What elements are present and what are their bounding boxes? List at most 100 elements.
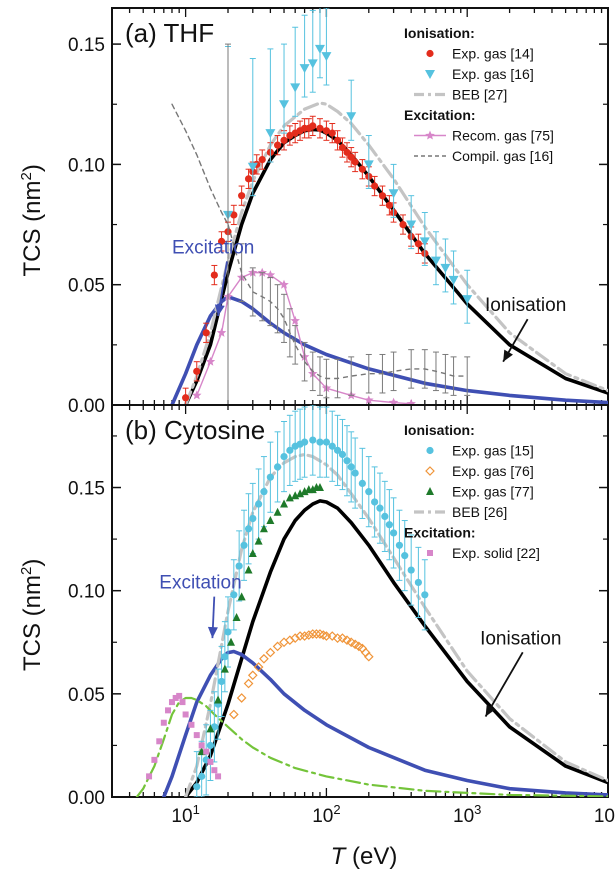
data-point xyxy=(406,398,416,405)
data-point xyxy=(358,165,366,173)
data-point xyxy=(440,263,451,273)
xtick-label: 101 xyxy=(171,802,199,827)
legend-label: Exp. gas [76] xyxy=(452,463,534,479)
data-point xyxy=(316,438,324,446)
data-point xyxy=(151,756,158,763)
legend-label: BEB [26] xyxy=(452,504,507,520)
ionisation-arrowhead xyxy=(485,704,496,717)
data-point xyxy=(462,295,473,305)
legend-marker xyxy=(425,130,435,140)
panel-b-legend: Ionisation: Exp. gas [15] Exp. gas [76] Exp… xyxy=(404,422,540,561)
legend-header: Excitation: xyxy=(404,107,476,123)
data-point xyxy=(220,664,229,673)
ytick-label: 0.15 xyxy=(68,35,105,56)
data-point xyxy=(280,452,288,461)
legend-label: Exp. gas [77] xyxy=(452,484,534,500)
data-point xyxy=(389,529,398,537)
series-excitation xyxy=(162,649,608,797)
annotation-excitation: Excitation xyxy=(172,237,254,258)
data-point xyxy=(146,773,153,780)
data-point xyxy=(254,536,263,545)
ytick-label: 0.00 xyxy=(68,788,105,809)
legend-label: Exp. gas [14] xyxy=(452,46,534,62)
data-point xyxy=(338,450,347,459)
panel-b-frame xyxy=(111,404,609,798)
data-point xyxy=(236,693,247,703)
data-point xyxy=(203,748,210,755)
data-point xyxy=(279,279,289,289)
data-point xyxy=(343,148,351,156)
data-point xyxy=(376,504,384,512)
series-exp-solid-22- xyxy=(146,692,222,780)
data-point xyxy=(299,631,310,641)
data-point xyxy=(156,738,163,745)
curve-line xyxy=(162,649,608,797)
data-point xyxy=(244,525,253,533)
data-point xyxy=(414,240,422,248)
series-beb-27- xyxy=(184,101,608,405)
data-point xyxy=(266,473,274,481)
panel-b-cytosine: 0.00 0.05 0.10 0.15 (b) Cytosine Ionisation: E… xyxy=(68,404,609,809)
data-point xyxy=(205,356,216,366)
data-point xyxy=(193,732,200,739)
data-point xyxy=(363,160,374,170)
data-point xyxy=(243,678,254,689)
data-point xyxy=(290,315,300,325)
series-compil-gas-16-data xyxy=(225,43,471,405)
data-point xyxy=(280,136,288,144)
data-point xyxy=(217,677,226,686)
data-point xyxy=(160,719,167,726)
legend-marker xyxy=(426,49,434,58)
data-point xyxy=(244,175,253,183)
data-point xyxy=(318,630,329,640)
data-point xyxy=(290,83,301,93)
data-point xyxy=(365,488,373,496)
series-compil-gas-16- xyxy=(171,103,229,226)
legend-label: Exp. solid [22] xyxy=(452,545,540,561)
data-point xyxy=(307,59,318,69)
xtick-label: 104 xyxy=(594,802,615,827)
data-point xyxy=(296,489,305,498)
data-point xyxy=(240,541,248,549)
data-point xyxy=(259,524,268,533)
data-point xyxy=(206,741,215,750)
curve-line xyxy=(171,103,229,226)
data-point xyxy=(221,653,229,661)
x-tick-labels: 101 102 103 104 xyxy=(171,802,615,827)
data-point xyxy=(172,694,179,701)
legend-marker xyxy=(426,487,434,495)
data-point xyxy=(388,189,399,199)
data-point xyxy=(343,457,351,465)
data-point xyxy=(285,493,294,502)
data-point xyxy=(421,591,429,599)
data-point xyxy=(378,192,387,200)
data-point xyxy=(265,270,276,280)
annotation-excitation: Excitation xyxy=(159,573,241,594)
data-point xyxy=(407,566,415,574)
data-point xyxy=(347,153,355,161)
data-point xyxy=(342,635,352,646)
data-point xyxy=(328,129,336,137)
legend-marker xyxy=(425,70,435,79)
axis-labels: TCS (nm2) TCS (nm2) T (eV) xyxy=(18,164,397,870)
data-point xyxy=(188,721,195,728)
curve-line xyxy=(184,101,608,405)
data-point xyxy=(198,742,205,749)
data-point xyxy=(279,100,290,110)
data-point xyxy=(328,442,336,450)
ytick-label: 0.05 xyxy=(68,685,105,706)
data-point xyxy=(346,112,357,122)
data-point xyxy=(232,613,241,622)
data-point xyxy=(193,783,201,791)
data-point xyxy=(272,641,283,652)
data-point xyxy=(338,143,347,152)
data-point xyxy=(258,155,266,164)
legend-label: Compil. gas [16] xyxy=(452,148,553,164)
data-point xyxy=(228,709,239,720)
data-point xyxy=(249,514,257,523)
data-point xyxy=(216,327,227,337)
data-point xyxy=(273,463,282,471)
x-axis-label: T (eV) xyxy=(331,843,398,870)
curve-line xyxy=(183,127,608,405)
data-point xyxy=(273,507,282,516)
